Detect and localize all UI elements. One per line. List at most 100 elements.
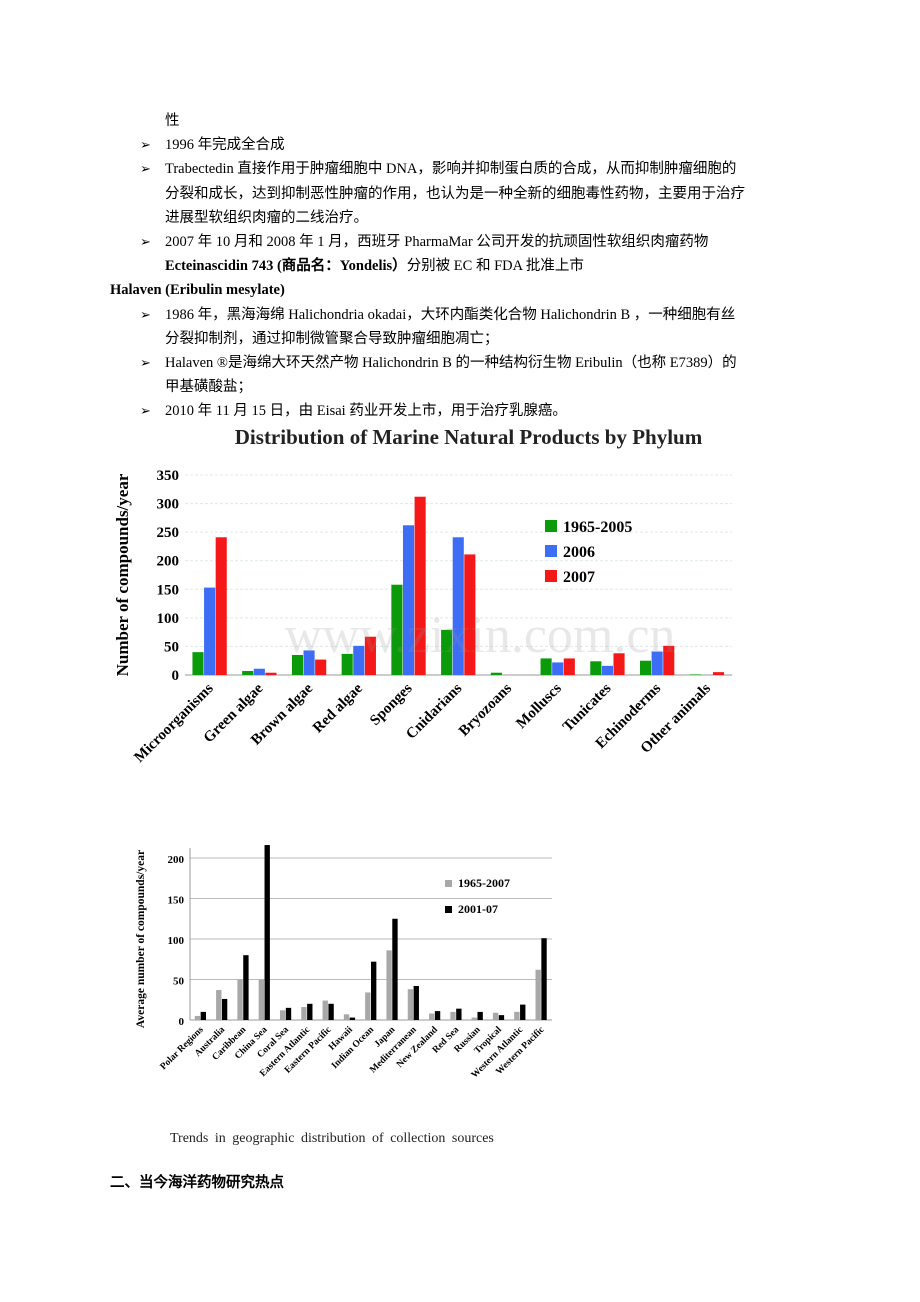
legend-label: 2007: [563, 569, 595, 586]
subheading: Halaven (Eribulin mesylate): [110, 282, 285, 299]
legend-swatch: [545, 520, 557, 532]
bar-2007: [265, 672, 277, 675]
bar-2001-07: [413, 985, 419, 1020]
bar-2001-07: [221, 998, 228, 1020]
text-line: Ecteinascidin 743 (商品名：Yondelis）分别被 EC 和…: [165, 258, 584, 275]
y-tick-label: 200: [157, 554, 180, 570]
bar-2001-07: [243, 955, 249, 1020]
bar-1965-2007: [386, 950, 392, 1020]
bar-1965-2005: [192, 652, 204, 675]
bar-1965-2007: [322, 1000, 328, 1020]
y-tick-label: 0: [179, 1016, 185, 1028]
legend-swatch: [545, 570, 557, 582]
bar-2001-07: [520, 1004, 526, 1020]
bullet-icon: ➢: [140, 137, 151, 153]
legend-label: 2006: [563, 544, 595, 561]
bar-2007: [663, 645, 675, 675]
y-axis-label: Average number of compounds/year: [135, 850, 147, 1028]
legend-label: 1965-2007: [458, 876, 510, 890]
bar-1965-2005: [640, 660, 652, 675]
legend-swatch: [445, 906, 452, 913]
y-axis-label: Number of compounds/year: [113, 473, 132, 676]
text-line: Halaven ®是海绵大环天然产物 Halichondrin B 的一种结构衍…: [165, 355, 737, 371]
bar-2001-07: [307, 1003, 313, 1020]
bar-2007: [215, 537, 227, 675]
bar-2001-07: [456, 1008, 462, 1020]
bar-2001-07: [498, 1015, 505, 1020]
y-tick-label: 150: [168, 895, 185, 907]
bar-2006: [303, 650, 315, 675]
text-line: 进展型软组织肉瘤的二线治疗。: [165, 209, 368, 226]
y-tick-label: 0: [172, 668, 180, 684]
bar-2007: [712, 672, 725, 675]
text-line: 1986 年，黑海海绵 Halichondria okadai，大环内酯类化合物…: [165, 306, 736, 323]
bar-2006: [402, 525, 415, 675]
text-line: 分裂和成长，达到抑制恶性肿瘤的作用，也认为是一种全新的细胞毒性药物，主要用于治疗: [165, 185, 745, 202]
bar-2001-07: [541, 938, 547, 1020]
bar-2007: [613, 653, 625, 675]
bar-2007: [315, 659, 327, 675]
text-line: 甲基磺酸盐；: [165, 379, 252, 396]
bar-1965-2007: [514, 1011, 520, 1020]
bar-1965-2005: [540, 658, 552, 675]
text-line: 性: [165, 113, 180, 129]
bar-1965-2007: [194, 1015, 201, 1020]
y-tick-label: 300: [157, 497, 180, 513]
bar-1965-2005: [242, 671, 254, 675]
bullet-icon: ➢: [140, 306, 151, 322]
bullet-icon: ➢: [140, 161, 151, 177]
bar-1965-2005: [441, 629, 453, 675]
chart-caption: Trends in geographic distribution of col…: [170, 1131, 494, 1146]
section-heading: 二、当今海洋药物研究热点: [110, 1175, 284, 1191]
bar-2006: [353, 645, 365, 675]
bar-2001-07: [264, 845, 270, 1020]
bar-2006: [552, 662, 564, 675]
watermark: www.zixin.com.cn: [285, 607, 676, 664]
text-line: 分裂抑制剂，通过抑制微管聚合导致肿瘤细胞凋亡；: [165, 330, 499, 347]
bar-1965-2005: [590, 661, 602, 675]
y-tick-label: 150: [157, 582, 180, 598]
bar-2001-07: [477, 1011, 483, 1020]
x-tick-label: Bryozoans: [456, 680, 515, 739]
phylum-chart: Distribution of Marine Natural Products …: [113, 425, 732, 766]
bar-1965-2005: [490, 672, 502, 675]
bar-1965-2007: [216, 990, 222, 1020]
bar-1965-2007: [258, 979, 265, 1020]
legend-swatch: [445, 880, 452, 887]
bar-2001-07: [285, 1007, 292, 1020]
y-tick-label: 50: [164, 639, 179, 655]
text-line: 2007 年 10 月和 2008 年 1 月，西班牙 PharmaMar 公司…: [165, 234, 709, 250]
bar-1965-2005: [291, 655, 304, 675]
text-line: 2010 年 11 月 15 日，由 Eisai 药业开发上市，用于治疗乳腺癌。: [165, 403, 567, 420]
x-tick-label: Microorganisms: [131, 680, 216, 765]
bar-1965-2007: [343, 1014, 350, 1020]
bar-1965-2007: [237, 979, 243, 1020]
bar-1965-2007: [492, 1012, 499, 1020]
bar-2007: [414, 496, 426, 675]
bar-1965-2005: [689, 674, 701, 675]
bar-2001-07: [434, 1011, 441, 1020]
y-tick-label: 100: [157, 611, 180, 627]
bar-2001-07: [371, 961, 377, 1020]
y-tick-label: 100: [168, 935, 185, 947]
bar-2006: [452, 537, 464, 675]
bar-1965-2005: [391, 584, 403, 675]
bar-1965-2007: [429, 1013, 435, 1020]
bar-1965-2007: [407, 989, 414, 1020]
y-tick-label: 200: [168, 854, 185, 866]
text-line: 1996 年完成全合成: [165, 137, 285, 154]
bar-2006: [204, 587, 216, 675]
bar-1965-2007: [279, 1010, 286, 1020]
legend-label: 1965-2005: [563, 519, 632, 536]
bar-2001-07: [328, 1003, 334, 1020]
bar-2001-07: [349, 1017, 356, 1020]
legend-label: 2001-07: [458, 902, 498, 916]
chart-title: Distribution of Marine Natural Products …: [235, 425, 703, 449]
bar-2007: [563, 658, 575, 675]
bar-1965-2005: [341, 653, 353, 675]
bar-1965-2007: [301, 1007, 307, 1020]
bar-1965-2007: [471, 1017, 477, 1020]
bullet-icon: ➢: [140, 355, 151, 370]
bullet-icon: ➢: [140, 403, 151, 419]
bar-1965-2007: [365, 992, 371, 1020]
